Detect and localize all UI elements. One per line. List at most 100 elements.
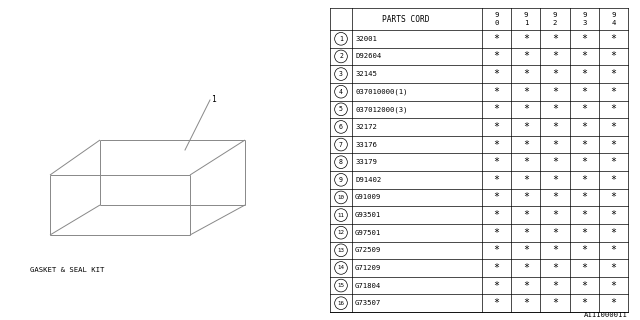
Text: *: * — [611, 263, 616, 273]
Text: 1: 1 — [339, 36, 343, 42]
Text: 16: 16 — [337, 301, 344, 306]
Text: *: * — [581, 69, 588, 79]
Text: 4: 4 — [339, 89, 343, 95]
Text: *: * — [581, 122, 588, 132]
Text: *: * — [493, 245, 500, 255]
Text: 9: 9 — [524, 12, 528, 18]
Text: *: * — [493, 122, 500, 132]
Text: *: * — [552, 175, 558, 185]
Text: 3: 3 — [582, 20, 586, 26]
Text: *: * — [552, 104, 558, 114]
Text: *: * — [493, 192, 500, 203]
Text: *: * — [552, 298, 558, 308]
Text: *: * — [581, 52, 588, 61]
Text: *: * — [523, 245, 529, 255]
Text: 4: 4 — [611, 20, 616, 26]
Text: *: * — [523, 34, 529, 44]
Text: *: * — [581, 157, 588, 167]
Text: *: * — [523, 281, 529, 291]
Text: 037010000(1): 037010000(1) — [355, 88, 408, 95]
Text: *: * — [552, 245, 558, 255]
Text: *: * — [493, 52, 500, 61]
Text: 3: 3 — [339, 71, 343, 77]
Text: 33179: 33179 — [355, 159, 377, 165]
Text: 9: 9 — [611, 12, 616, 18]
Text: 2: 2 — [339, 53, 343, 60]
Text: 1: 1 — [211, 95, 216, 105]
Text: *: * — [493, 104, 500, 114]
Text: 5: 5 — [339, 106, 343, 112]
Text: G91009: G91009 — [355, 195, 381, 200]
Text: *: * — [523, 52, 529, 61]
Text: *: * — [493, 210, 500, 220]
Text: *: * — [552, 263, 558, 273]
Text: 9: 9 — [553, 12, 557, 18]
Text: *: * — [493, 281, 500, 291]
Text: 11: 11 — [337, 212, 344, 218]
Text: *: * — [611, 69, 616, 79]
Text: *: * — [493, 228, 500, 238]
Text: *: * — [493, 298, 500, 308]
Text: 32001: 32001 — [355, 36, 377, 42]
Text: 1: 1 — [524, 20, 528, 26]
Text: *: * — [523, 104, 529, 114]
Text: *: * — [552, 192, 558, 203]
Text: 0: 0 — [495, 20, 499, 26]
Text: *: * — [552, 52, 558, 61]
Text: *: * — [552, 228, 558, 238]
Text: 037012000(3): 037012000(3) — [355, 106, 408, 113]
Text: 9: 9 — [339, 177, 343, 183]
Text: G97501: G97501 — [355, 230, 381, 236]
Text: *: * — [581, 87, 588, 97]
Text: *: * — [493, 175, 500, 185]
Text: *: * — [611, 104, 616, 114]
Text: *: * — [523, 122, 529, 132]
Text: *: * — [581, 281, 588, 291]
Text: *: * — [552, 140, 558, 149]
Text: *: * — [552, 210, 558, 220]
Text: 12: 12 — [337, 230, 344, 235]
Text: *: * — [523, 140, 529, 149]
Text: *: * — [611, 175, 616, 185]
Text: *: * — [611, 52, 616, 61]
Text: *: * — [552, 157, 558, 167]
Text: *: * — [523, 69, 529, 79]
Text: G71804: G71804 — [355, 283, 381, 289]
Text: 9: 9 — [495, 12, 499, 18]
Text: G73507: G73507 — [355, 300, 381, 306]
Text: *: * — [611, 281, 616, 291]
Text: 13: 13 — [337, 248, 344, 253]
Text: *: * — [581, 104, 588, 114]
Text: *: * — [523, 298, 529, 308]
Text: *: * — [493, 87, 500, 97]
Text: *: * — [611, 210, 616, 220]
Text: D91402: D91402 — [355, 177, 381, 183]
Text: 10: 10 — [337, 195, 344, 200]
Text: *: * — [581, 192, 588, 203]
Text: 8: 8 — [339, 159, 343, 165]
Text: G72509: G72509 — [355, 247, 381, 253]
Text: 9: 9 — [582, 12, 586, 18]
Text: *: * — [611, 228, 616, 238]
Text: *: * — [523, 192, 529, 203]
Text: *: * — [611, 34, 616, 44]
Text: *: * — [493, 140, 500, 149]
Text: *: * — [611, 157, 616, 167]
Text: *: * — [611, 298, 616, 308]
Text: *: * — [611, 87, 616, 97]
Text: G93501: G93501 — [355, 212, 381, 218]
Text: 6: 6 — [339, 124, 343, 130]
Text: 2: 2 — [553, 20, 557, 26]
Text: D92604: D92604 — [355, 53, 381, 60]
Text: *: * — [493, 157, 500, 167]
Text: *: * — [493, 69, 500, 79]
Text: *: * — [523, 157, 529, 167]
Text: *: * — [523, 263, 529, 273]
Text: *: * — [611, 192, 616, 203]
Text: 7: 7 — [339, 141, 343, 148]
Text: *: * — [493, 263, 500, 273]
Text: *: * — [523, 210, 529, 220]
Text: 14: 14 — [337, 265, 344, 270]
Text: *: * — [581, 228, 588, 238]
Text: *: * — [523, 228, 529, 238]
